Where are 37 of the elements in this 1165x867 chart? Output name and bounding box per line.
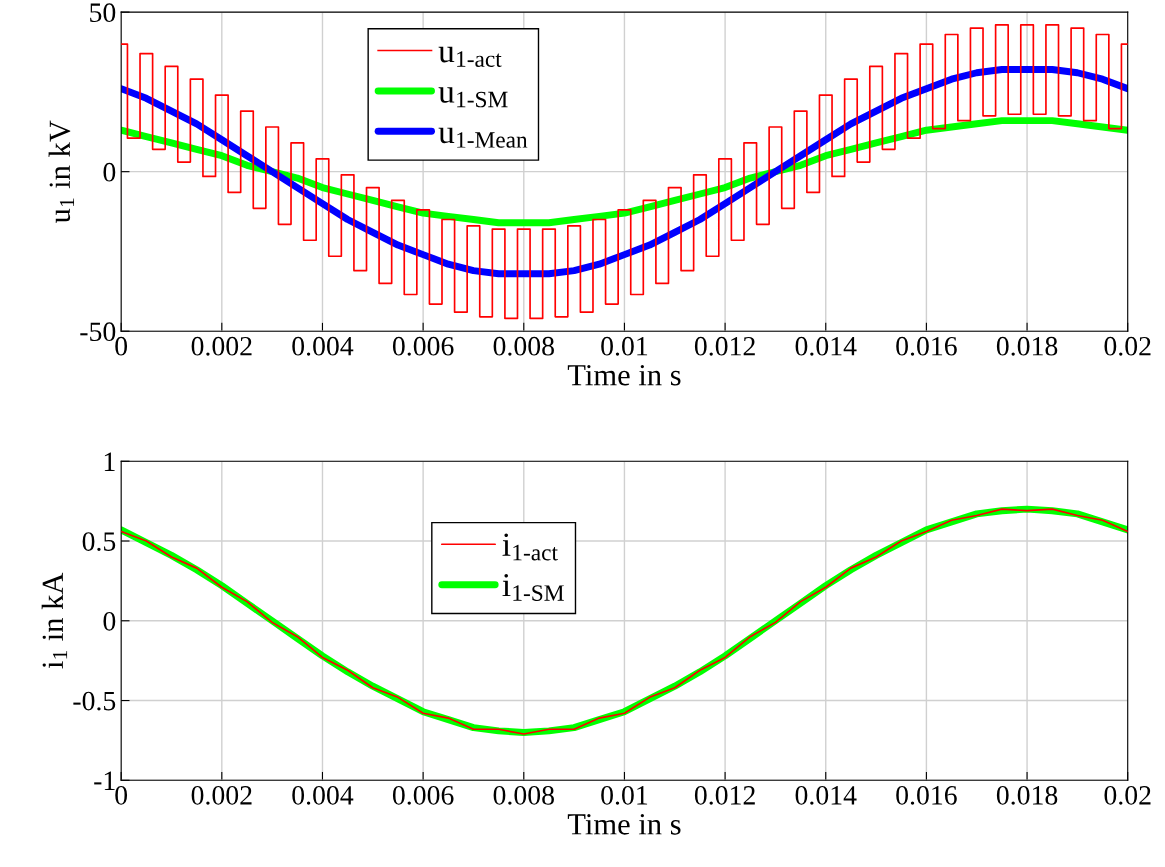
x-tick-label: 0.014 <box>795 336 857 356</box>
x-tick-label: 0.014 <box>795 785 857 805</box>
x-tick-label: 0.006 <box>392 336 454 356</box>
x-axis-title: Time in s <box>567 364 681 386</box>
y-tick-label: 0 <box>103 611 116 631</box>
x-tick-label: 0.004 <box>292 785 354 805</box>
legend-label: u$_{1-Mean}$ <box>438 127 528 148</box>
x-tick-label: 0.018 <box>996 785 1058 805</box>
x-tick-label: 0.006 <box>392 785 454 805</box>
y-tick-label: -0.5 <box>73 691 116 711</box>
x-tick-label: 0.01 <box>601 336 648 356</box>
legend-label: i$_{1-act}$ <box>502 533 558 561</box>
x-tick-label: 0.018 <box>996 336 1058 356</box>
x-tick-label: 0.002 <box>191 785 252 805</box>
legend-label: u$_{1-SM}$ <box>438 87 508 108</box>
x-tick-label: 0.02 <box>1104 785 1151 805</box>
x-tick-label: 0.016 <box>896 785 957 805</box>
y-tick-label: 0.5 <box>82 532 116 552</box>
y-tick-label: 50 <box>90 3 116 23</box>
x-tick-label: 0.016 <box>896 336 957 356</box>
x-tick-label: 0.012 <box>694 785 755 805</box>
y-tick-label: 0 <box>103 162 116 182</box>
x-tick-label: 0.004 <box>292 336 354 356</box>
y-axis-title: i$_{1}$ in kA <box>41 572 68 669</box>
y-tick-label: -50 <box>80 322 116 342</box>
y-tick-label: -1 <box>94 771 115 790</box>
y-axis-title: u$_{1}$ in kV <box>48 120 75 224</box>
y-tick-label: 1 <box>104 452 115 471</box>
x-axis-title: Time in s <box>567 814 681 835</box>
x-tick-label: 0.01 <box>601 785 648 805</box>
legend-label: u$_{1-act}$ <box>438 46 502 67</box>
legend-label: i$_{1-SM}$ <box>502 574 564 601</box>
x-tick-label: 0.008 <box>493 336 554 356</box>
x-tick-label: 0.008 <box>493 785 554 805</box>
x-tick-label: 0.02 <box>1104 336 1151 356</box>
x-tick-label: 0.012 <box>694 336 755 356</box>
x-tick-label: 0.002 <box>191 336 252 356</box>
